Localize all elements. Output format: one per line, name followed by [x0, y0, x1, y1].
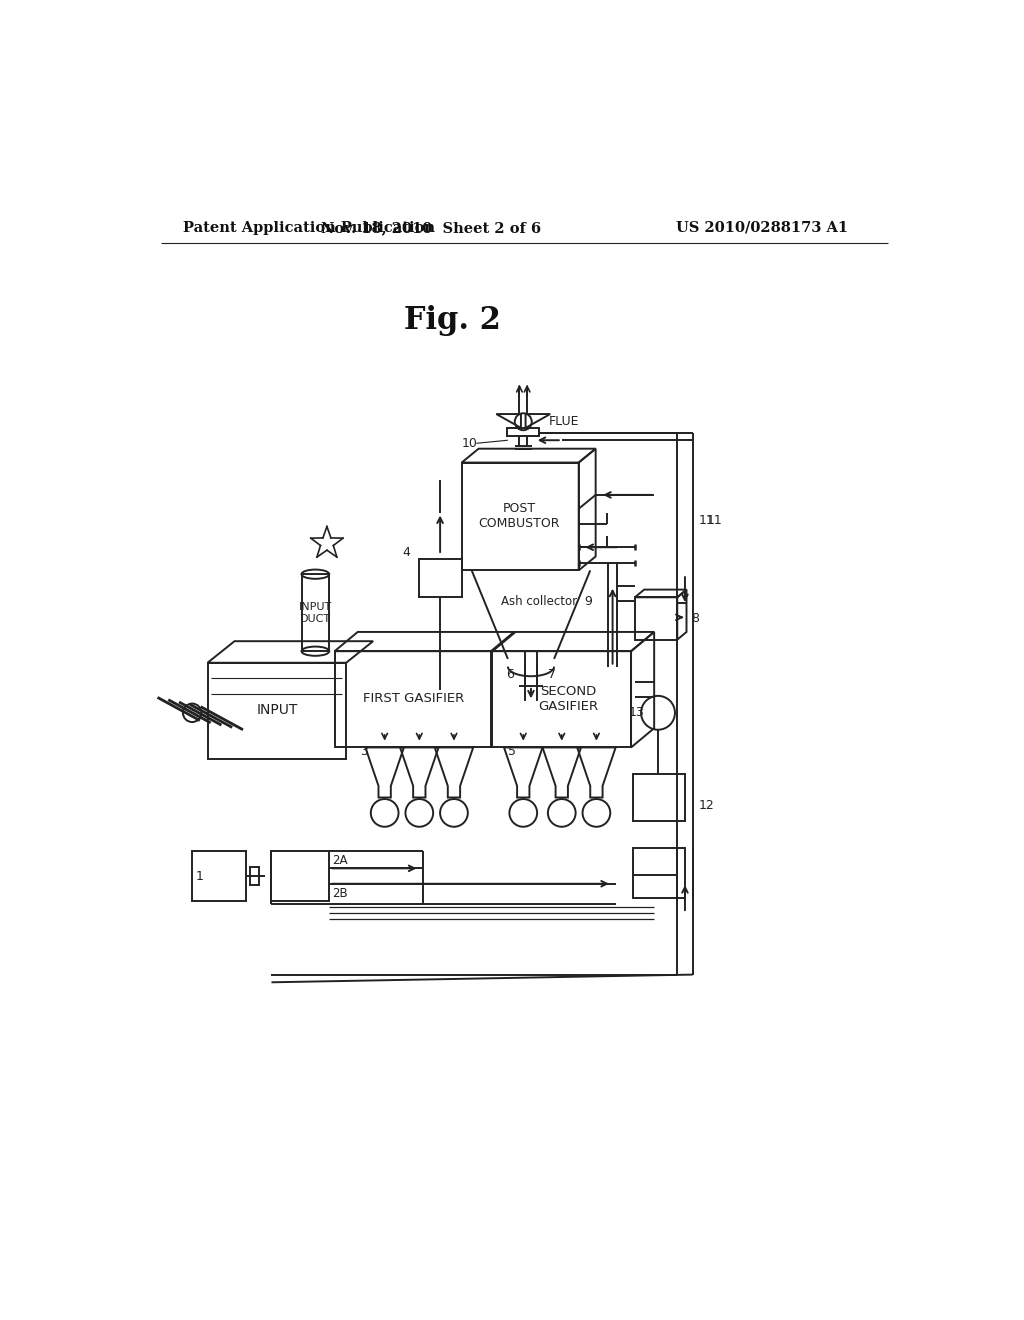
Text: 1: 1 [196, 870, 204, 883]
Text: 7: 7 [548, 668, 556, 681]
Bar [507, 428, 540, 436]
Text: INPUT: INPUT [256, 704, 298, 718]
Text: Nov. 18, 2010  Sheet 2 of 6: Nov. 18, 2010 Sheet 2 of 6 [321, 220, 541, 235]
Text: FLUE: FLUE [549, 416, 580, 428]
Text: 6: 6 [506, 668, 514, 681]
Text: 2A: 2A [333, 854, 348, 867]
Bar [301, 574, 330, 651]
Text: INPUT
DUCT: INPUT DUCT [299, 602, 332, 623]
Bar [633, 847, 685, 898]
Text: 11: 11 [698, 513, 715, 527]
Text: 4: 4 [402, 546, 410, 560]
Text: 13: 13 [629, 706, 645, 719]
Bar [419, 558, 462, 598]
Text: 3: 3 [359, 744, 368, 758]
Bar [250, 867, 259, 886]
Text: 2B: 2B [333, 887, 348, 900]
Bar [490, 651, 631, 747]
Bar [193, 851, 246, 902]
Bar [271, 851, 330, 902]
Text: 11: 11 [707, 513, 722, 527]
Text: FIRST GASIFIER: FIRST GASIFIER [362, 693, 464, 705]
Text: 9: 9 [585, 594, 593, 607]
Text: Ash collector: Ash collector [501, 594, 577, 607]
Bar [208, 663, 346, 759]
Bar [633, 775, 685, 821]
Text: 5: 5 [508, 744, 515, 758]
Text: 10: 10 [462, 437, 477, 450]
Bar [635, 597, 677, 640]
Text: Fig. 2: Fig. 2 [403, 305, 501, 335]
Text: POST
COMBUSTOR: POST COMBUSTOR [478, 503, 560, 531]
Text: Patent Application Publication: Patent Application Publication [183, 220, 435, 235]
Text: 8: 8 [691, 611, 699, 624]
Text: 12: 12 [698, 799, 715, 812]
Bar [462, 462, 579, 570]
Text: US 2010/0288173 A1: US 2010/0288173 A1 [676, 220, 848, 235]
Bar [335, 651, 493, 747]
Text: SECOND
GASIFIER: SECOND GASIFIER [539, 685, 599, 713]
